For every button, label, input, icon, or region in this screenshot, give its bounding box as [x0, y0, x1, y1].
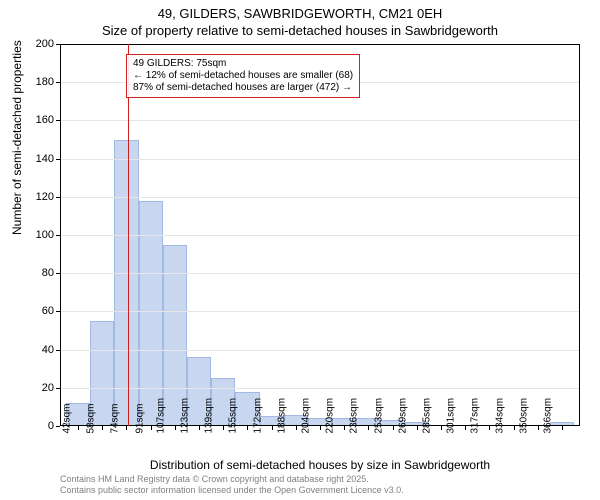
y-axis-label: Number of semi-detached properties	[10, 40, 24, 235]
y-tick-mark	[56, 197, 60, 198]
y-tick-label: 0	[22, 420, 54, 432]
x-tick-label: 350sqm	[518, 398, 529, 434]
x-tick-mark	[223, 426, 224, 430]
histogram-bar	[114, 140, 138, 427]
x-tick-label: 172sqm	[252, 398, 263, 434]
y-tick-label: 20	[22, 382, 54, 394]
x-tick-label: 236sqm	[349, 398, 360, 434]
x-tick-label: 301sqm	[446, 398, 457, 434]
x-tick-label: 123sqm	[180, 398, 191, 434]
y-tick-label: 160	[22, 114, 54, 126]
x-tick-mark	[78, 426, 79, 430]
y-tick-label: 100	[22, 229, 54, 241]
plot-border-top	[60, 44, 580, 45]
x-tick-mark	[562, 426, 563, 430]
x-tick-label: 334sqm	[494, 398, 505, 434]
y-tick-mark	[56, 82, 60, 83]
caption: Contains HM Land Registry data © Crown c…	[60, 474, 404, 496]
x-tick-mark	[417, 426, 418, 430]
x-tick-mark	[126, 426, 127, 430]
y-tick-mark	[56, 311, 60, 312]
x-tick-label: 155sqm	[228, 398, 239, 434]
plot-border-right	[579, 44, 580, 426]
y-tick-mark	[56, 388, 60, 389]
x-tick-label: 91sqm	[134, 403, 145, 433]
callout-line: ← 12% of semi-detached houses are smalle…	[133, 70, 353, 82]
y-tick-label: 60	[22, 305, 54, 317]
marker-line	[128, 44, 129, 426]
y-tick-mark	[56, 120, 60, 121]
chart-root: 49, GILDERS, SAWBRIDGEWORTH, CM21 0EH Si…	[0, 0, 600, 500]
y-tick-mark	[56, 235, 60, 236]
x-tick-mark	[320, 426, 321, 430]
y-tick-mark	[56, 159, 60, 160]
x-tick-label: 220sqm	[325, 398, 336, 434]
caption-line2: Contains public sector information licen…	[60, 485, 404, 495]
y-tick-label: 40	[22, 344, 54, 356]
caption-line1: Contains HM Land Registry data © Crown c…	[60, 474, 369, 484]
y-tick-label: 80	[22, 267, 54, 279]
x-tick-label: 139sqm	[204, 398, 215, 434]
x-tick-label: 188sqm	[277, 398, 288, 434]
x-tick-mark	[272, 426, 273, 430]
x-tick-label: 269sqm	[397, 398, 408, 434]
y-tick-mark	[56, 426, 60, 427]
x-tick-mark	[344, 426, 345, 430]
x-tick-mark	[199, 426, 200, 430]
x-tick-label: 253sqm	[373, 398, 384, 434]
x-tick-mark	[441, 426, 442, 430]
y-axis-line	[60, 44, 61, 426]
chart-title-line2: Size of property relative to semi-detach…	[0, 23, 600, 38]
plot-area: 02040608010012014016018020042sqm58sqm74s…	[60, 44, 580, 426]
x-tick-label: 58sqm	[86, 403, 97, 433]
x-tick-mark	[102, 426, 103, 430]
x-tick-label: 285sqm	[422, 398, 433, 434]
y-tick-label: 180	[22, 76, 54, 88]
chart-title-line1: 49, GILDERS, SAWBRIDGEWORTH, CM21 0EH	[0, 6, 600, 21]
x-tick-label: 42sqm	[62, 403, 73, 433]
y-tick-mark	[56, 44, 60, 45]
callout-line: 87% of semi-detached houses are larger (…	[133, 82, 353, 94]
x-tick-label: 204sqm	[301, 398, 312, 434]
x-tick-mark	[514, 426, 515, 430]
y-tick-label: 200	[22, 38, 54, 50]
histogram-bar	[139, 201, 163, 426]
x-tick-label: 107sqm	[156, 398, 167, 434]
y-tick-label: 120	[22, 191, 54, 203]
bars-layer	[60, 44, 580, 426]
x-tick-label: 74sqm	[110, 403, 121, 433]
x-tick-mark	[465, 426, 466, 430]
x-tick-mark	[393, 426, 394, 430]
callout-box: 49 GILDERS: 75sqm← 12% of semi-detached …	[126, 54, 360, 98]
y-tick-mark	[56, 350, 60, 351]
x-tick-mark	[247, 426, 248, 430]
x-tick-mark	[151, 426, 152, 430]
callout-line: 49 GILDERS: 75sqm	[133, 58, 353, 70]
x-tick-mark	[368, 426, 369, 430]
x-tick-mark	[296, 426, 297, 430]
x-tick-label: 317sqm	[470, 398, 481, 434]
x-tick-mark	[175, 426, 176, 430]
y-tick-label: 140	[22, 153, 54, 165]
x-tick-label: 366sqm	[543, 398, 554, 434]
x-tick-mark	[538, 426, 539, 430]
x-axis-label: Distribution of semi-detached houses by …	[60, 458, 580, 472]
y-tick-mark	[56, 273, 60, 274]
x-tick-mark	[489, 426, 490, 430]
